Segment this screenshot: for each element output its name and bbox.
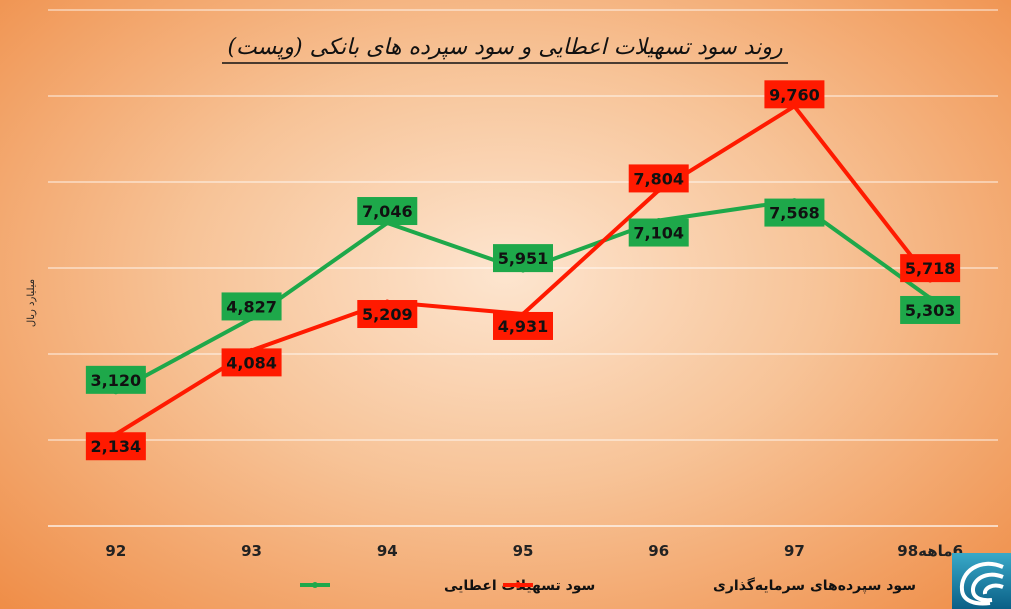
data-label-box (764, 80, 825, 109)
data-label: 5,209 (357, 300, 418, 329)
data-label-box (221, 292, 282, 321)
data-label: 7,046 (357, 197, 418, 226)
data-label: 5,951 (493, 244, 553, 273)
data-label: 9,760 (764, 80, 825, 109)
data-label: 7,104 (628, 218, 689, 247)
x-tick-label: 95 (513, 542, 534, 560)
x-tick-label: 93 (241, 542, 262, 560)
data-label-box (357, 197, 418, 226)
data-label: 4,827 (221, 292, 282, 321)
data-label: 4,084 (221, 348, 282, 377)
data-label-text: 4,084 (226, 353, 277, 372)
chart-title: روند سود تسهیلات اعطایی و سود سپرده های … (222, 35, 788, 64)
data-label-text: 3,120 (91, 371, 142, 390)
legend-marker (515, 582, 521, 588)
data-label-box (900, 295, 961, 324)
data-label-box (900, 254, 961, 283)
legend-label: سود سپرده‌های سرمایه‌گذاری (713, 577, 916, 594)
x-tick-label: 96 (648, 542, 669, 560)
data-label-text: 5,209 (362, 305, 413, 324)
data-label-text: 7,104 (633, 224, 684, 243)
publisher-logo-icon (952, 553, 1011, 609)
data-label: 5,718 (900, 254, 961, 283)
x-axis-ticks: 92 93 94 95 96 97 6ماهه98 (105, 542, 963, 560)
data-label: 7,804 (628, 164, 689, 193)
chart-title-text: روند سود تسهیلات اعطایی و سود سپرده های … (227, 35, 783, 60)
data-label-text: 4,827 (226, 297, 277, 316)
data-label-text: 5,303 (905, 301, 956, 320)
data-label-text: 9,760 (769, 85, 820, 104)
data-label-box (493, 244, 553, 273)
x-tick-label: 6ماهه98 (897, 542, 963, 560)
data-label: 3,120 (85, 365, 146, 394)
x-tick-label: 92 (105, 542, 126, 560)
data-label: 2,134 (85, 432, 146, 461)
legend: سود تسهیلات اعطایی سود سپرده‌های سرمایه‌گ… (300, 577, 916, 594)
data-label-box (493, 311, 553, 340)
legend-item: سود تسهیلات اعطایی (300, 578, 595, 594)
data-label-box (85, 365, 146, 394)
data-label-box (221, 348, 282, 377)
y-axis-label: میلیارد ریال (26, 279, 37, 327)
x-tick-label: 94 (377, 542, 398, 560)
data-label: 7,568 (764, 198, 825, 227)
data-label-box (357, 300, 418, 329)
legend-marker (312, 582, 318, 588)
data-label: 4,931 (493, 311, 553, 340)
data-label-text: 4,931 (498, 317, 549, 336)
data-label-text: 7,568 (769, 204, 820, 223)
data-label-text: 7,804 (633, 169, 684, 188)
data-label-box (85, 432, 146, 461)
data-labels: 3,120 2,134 4,827 4,084 7,046 5,209 5,951 4,931… (85, 80, 961, 461)
x-tick-label: 97 (784, 542, 805, 560)
data-label-box (628, 164, 689, 193)
data-label-text: 7,046 (362, 202, 413, 221)
data-label-box (764, 198, 825, 227)
data-label-text: 5,951 (498, 249, 549, 268)
data-label: 5,303 (900, 295, 961, 324)
data-label-box (628, 218, 689, 247)
legend-item: سود سپرده‌های سرمایه‌گذاری (503, 577, 916, 594)
data-label-text: 2,134 (91, 437, 142, 456)
data-label-text: 5,718 (905, 259, 956, 278)
gridlines (48, 9, 998, 527)
